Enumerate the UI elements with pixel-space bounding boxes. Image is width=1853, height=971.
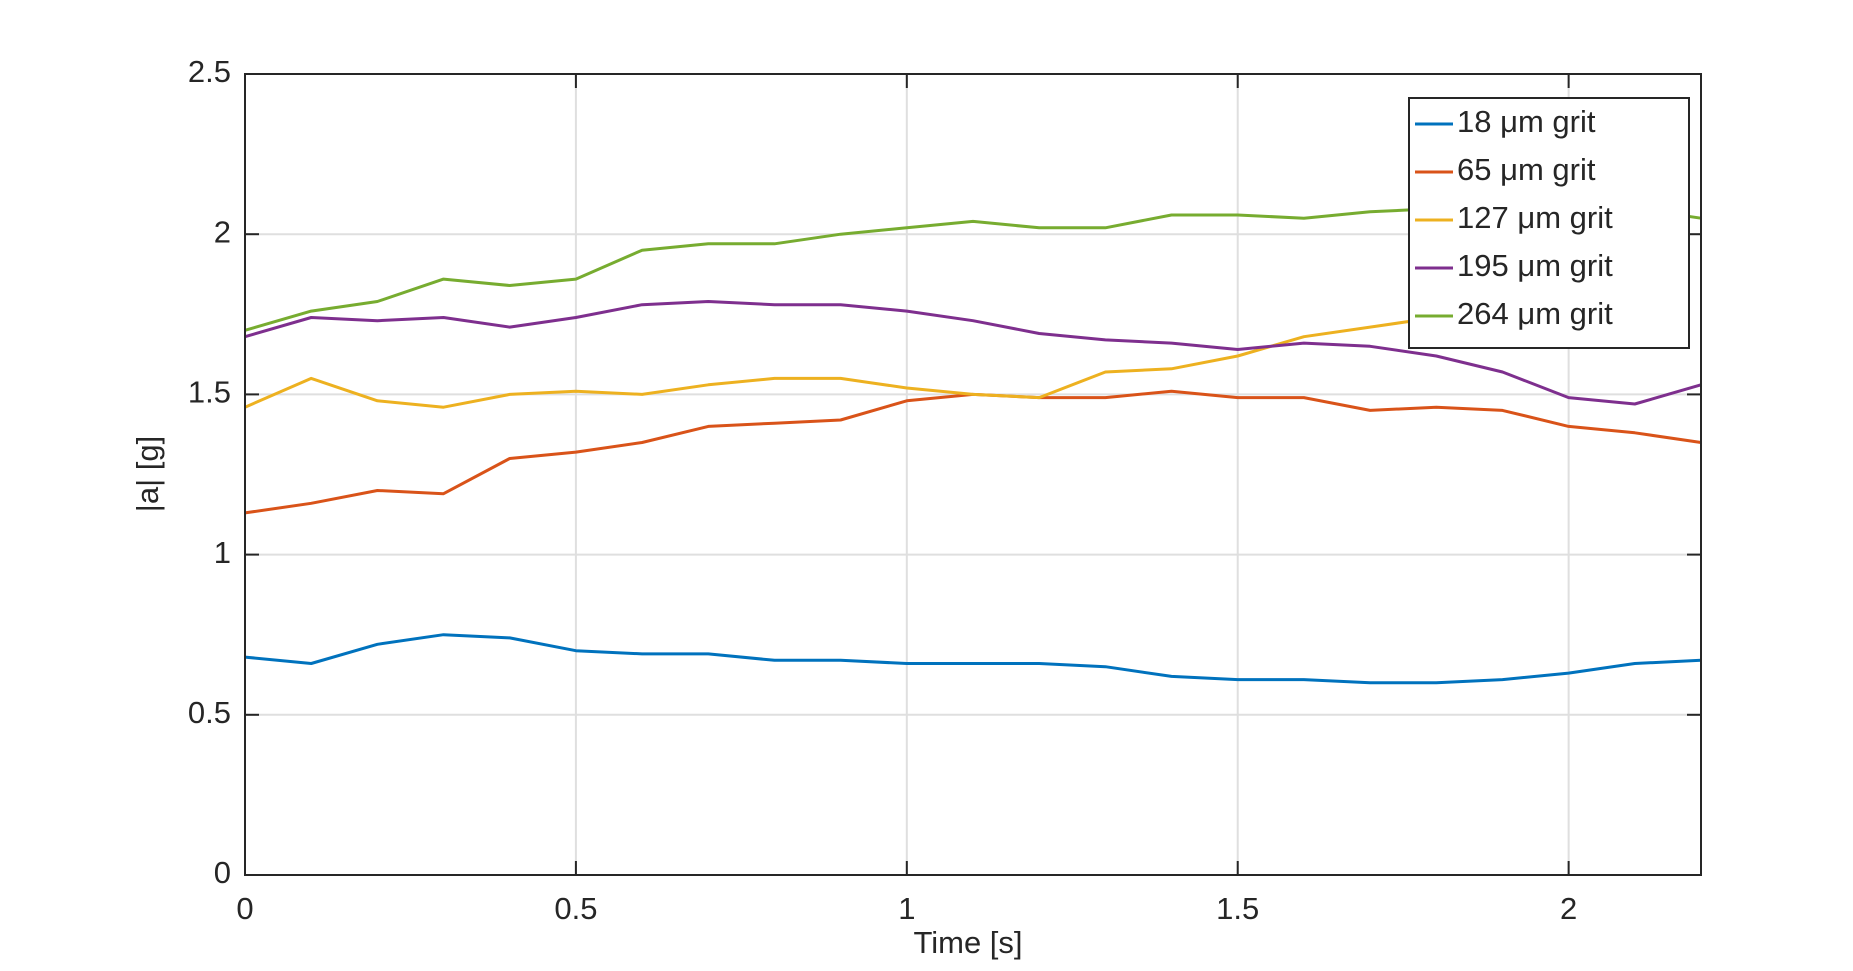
y-tick-label: 0.5 (188, 695, 231, 730)
y-axis-label: |a| [g] (130, 436, 165, 512)
y-tick-label: 1 (214, 535, 231, 570)
axes-box (244, 73, 1702, 876)
y-tick-label: 2.5 (188, 54, 231, 89)
legend-label: 18 μm grit (1457, 104, 1596, 139)
y-tick-label: 1.5 (188, 375, 231, 410)
legend-box (1408, 97, 1690, 349)
x-tick-label: 1.5 (1216, 891, 1259, 926)
legend-label: 264 μm grit (1457, 296, 1613, 331)
x-tick-label: 1 (898, 891, 915, 926)
series-line (244, 316, 1437, 409)
y-tick-label: 0 (214, 855, 231, 890)
x-tick-label: 2 (1560, 891, 1577, 926)
legend-label: 195 μm grit (1457, 248, 1613, 283)
legend-label: 127 μm grit (1457, 200, 1613, 235)
series-line (244, 633, 1702, 685)
x-tick-label: 0.5 (554, 891, 597, 926)
legend-label: 65 μm grit (1457, 152, 1596, 187)
series-line (244, 300, 1702, 406)
x-tick-label: 0 (236, 891, 253, 926)
y-tick-label: 2 (214, 214, 231, 249)
x-axis-label: Time [s] (913, 925, 1022, 960)
